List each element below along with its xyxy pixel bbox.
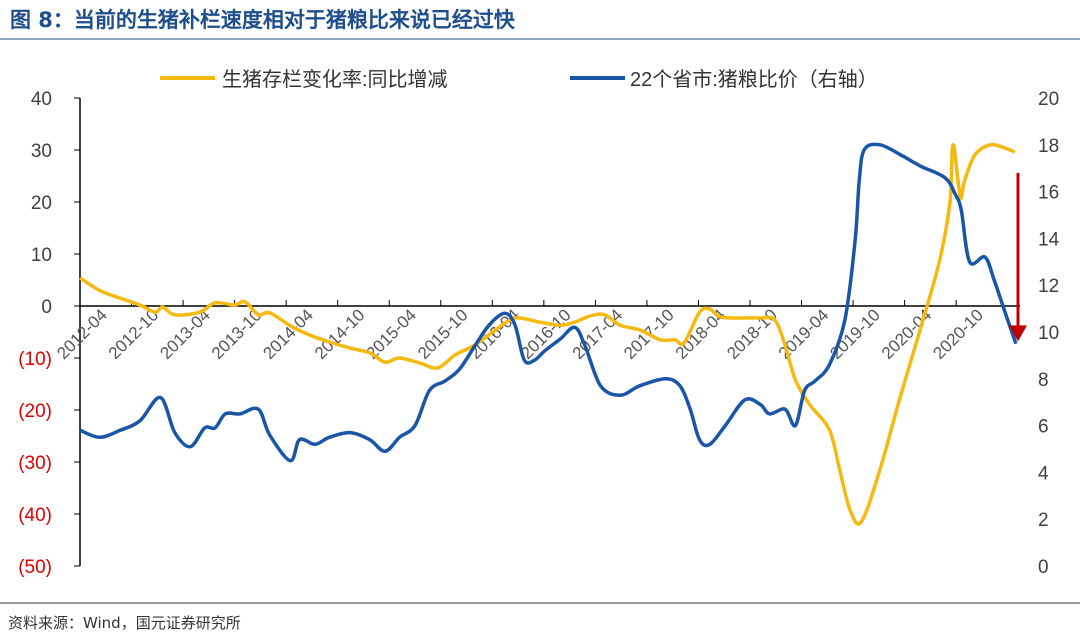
y-left-tick-label: (20) xyxy=(18,401,52,422)
y-left-tick-label: 30 xyxy=(31,141,52,162)
y-left-tick-label: 0 xyxy=(41,297,52,318)
x-tick-label: 2019-04 xyxy=(775,305,833,363)
x-tick-label: 2020-10 xyxy=(929,305,987,363)
series-hog-grain-ratio-line xyxy=(79,142,1018,463)
y-left-tick-label: 20 xyxy=(31,193,52,214)
x-tick-label: 2020-04 xyxy=(878,305,936,363)
y-right-tick-label: 0 xyxy=(1038,557,1049,578)
x-tick-label: 2012-10 xyxy=(105,305,163,363)
y-right-tick-label: 10 xyxy=(1038,323,1059,344)
x-tick-label: 2018-04 xyxy=(672,305,730,363)
y-right-tick-label: 6 xyxy=(1038,417,1049,438)
x-tick-label: 2012-04 xyxy=(53,305,111,363)
decline-arrow-head-icon xyxy=(1009,325,1027,342)
series-hog-inventory-line xyxy=(79,142,1016,526)
y-left-tick-label: (30) xyxy=(18,453,52,474)
y-right-tick-label: 8 xyxy=(1038,370,1049,391)
y-right-tick-label: 4 xyxy=(1038,463,1049,484)
y-right-tick-label: 12 xyxy=(1038,276,1059,297)
y-left-tick-label: (10) xyxy=(18,349,52,370)
x-tick-label: 2015-10 xyxy=(414,305,472,363)
legend: 生猪存栏变化率:同比增减 22个省市:猪粮比价（右轴） xyxy=(160,68,878,91)
y-right-tick-label: 14 xyxy=(1038,229,1060,250)
x-tick-label: 2018-10 xyxy=(723,305,781,363)
y-right-tick-label: 16 xyxy=(1038,183,1059,204)
y-left-tick-label: (40) xyxy=(18,505,52,526)
y-right-tick-label: 2 xyxy=(1038,510,1049,531)
x-tick-label: 2014-10 xyxy=(311,305,369,363)
y-left-tick-label: 40 xyxy=(31,89,52,110)
y-left-tick-label: 10 xyxy=(31,245,52,266)
legend-label-hog-inventory: 生猪存栏变化率:同比增减 xyxy=(222,68,448,91)
x-tick-label: 2016-04 xyxy=(466,305,524,363)
y-right-tick-label: 20 xyxy=(1038,89,1059,110)
y-left-tick-label: (50) xyxy=(18,557,52,578)
y-right-tick-label: 18 xyxy=(1038,136,1059,157)
legend-label-hog-grain-ratio: 22个省市:猪粮比价（右轴） xyxy=(630,68,878,91)
source-note: 资料来源：Wind，国元证券研究所 xyxy=(8,614,241,632)
figure-title: 图 8：当前的生猪补栏速度相对于猪粮比来说已经过快 xyxy=(10,8,515,32)
